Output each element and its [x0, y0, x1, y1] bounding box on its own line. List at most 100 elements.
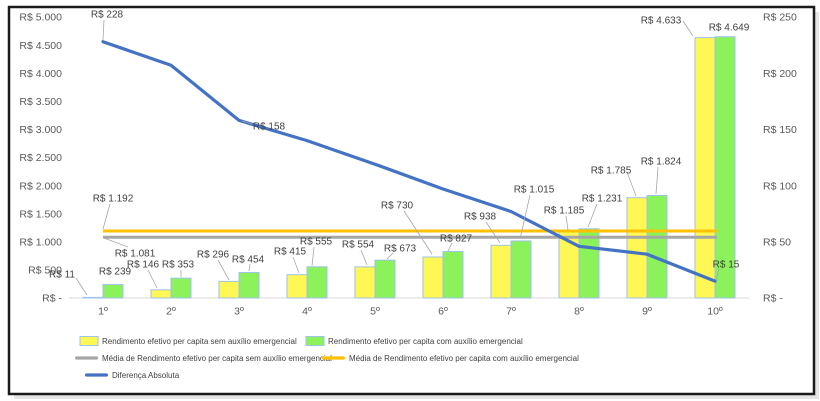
bar-com-auxilio	[510, 240, 532, 299]
label-leader-line	[587, 203, 598, 228]
y-axis-right-tick-label: R$ 150	[763, 124, 797, 136]
bar-data-label: R$ 239	[99, 267, 132, 278]
bar-data-label: R$ 730	[381, 201, 414, 212]
y-axis-left-tick-label: R$ 3.000	[19, 124, 62, 136]
label-leader-line	[447, 242, 453, 252]
label-leader-line	[519, 194, 531, 240]
y-axis-right-tick-label: R$ 200	[763, 68, 797, 80]
bar-com-auxilio	[374, 259, 396, 299]
label-leader-line	[715, 268, 720, 281]
x-axis-tick-label: 3º	[234, 306, 244, 318]
legend-label: Rendimento efetivo per capita com auxíli…	[328, 337, 523, 346]
bar-data-label: R$ 296	[197, 250, 230, 261]
bar-com-auxilio	[714, 36, 736, 299]
bar-com-auxilio	[306, 266, 328, 299]
label-leader-line	[103, 237, 129, 248]
label-leader-line	[147, 269, 158, 289]
label-leader-line	[248, 263, 251, 272]
label-leader-line	[655, 166, 659, 195]
bar-data-label: R$ 1.231	[582, 194, 623, 205]
y-axis-left-tick-label: R$ 1.500	[19, 208, 62, 220]
legend-marker-line	[85, 373, 108, 377]
label-leader-line	[241, 120, 253, 125]
y-axis-left-tick-label: R$ 4.000	[19, 68, 62, 80]
bar-sem-auxilio	[82, 296, 104, 299]
legend-label: Diferença Absoluta	[112, 371, 180, 380]
legend-marker-bar	[305, 336, 325, 346]
bar-com-auxilio	[238, 271, 260, 299]
bar-data-label: R$ 554	[342, 240, 375, 251]
label-leader-line	[565, 215, 569, 231]
x-axis-tick-label: 1º	[98, 306, 108, 318]
line-data-label: R$ 15	[713, 260, 740, 271]
x-axis-tick-label: 8º	[574, 306, 584, 318]
y-axis-right-tick-label: R$ 250	[763, 12, 797, 24]
bar-sem-auxilio	[490, 244, 512, 299]
y-axis-left-tick-label: R$ 500	[28, 265, 62, 277]
media-com-auxilio-label: R$ 1.192	[93, 194, 134, 205]
bar-data-label: R$ 1.785	[591, 166, 632, 177]
line-data-label: R$ 228	[91, 10, 124, 21]
bar-com-auxilio	[170, 277, 192, 299]
label-leader-line	[217, 259, 230, 281]
x-axis-tick-label: 7º	[506, 306, 516, 318]
x-axis-tick-label: 2º	[166, 306, 176, 318]
bar-com-auxilio	[646, 194, 668, 299]
legend-marker-line	[322, 356, 345, 360]
legend-label: Média de Rendimento efetivo per capita s…	[102, 354, 332, 363]
label-leader-line	[311, 246, 315, 267]
bar-sem-auxilio	[286, 274, 308, 299]
bar-data-label: R$ 415	[274, 247, 307, 258]
label-leader-line	[102, 19, 105, 41]
bar-data-label: R$ 454	[232, 255, 265, 266]
y-axis-left-tick-label: R$ 2.000	[19, 180, 62, 192]
bar-sem-auxilio	[422, 256, 444, 299]
y-axis-left-tick-label: R$ 5.000	[19, 12, 62, 24]
y-axis-left-tick-label: R$ -	[42, 293, 62, 305]
y-axis-right-tick-label: R$ -	[763, 293, 783, 305]
chart-border	[7, 5, 816, 396]
label-leader-line	[626, 171, 637, 197]
y-axis-left-tick-label: R$ 1.000	[19, 236, 62, 248]
bar-sem-auxilio	[626, 197, 648, 299]
legend-marker-bar	[79, 336, 99, 346]
x-axis-tick-label: 5º	[370, 306, 380, 318]
bar-com-auxilio	[442, 251, 464, 299]
label-leader-line	[75, 277, 88, 296]
media-sem-auxilio-label: R$ 1.081	[115, 249, 156, 260]
bar-data-label: R$ 1.824	[641, 157, 682, 168]
bar-data-label: R$ 146	[127, 260, 160, 271]
legend-marker-line	[75, 356, 98, 360]
label-leader-line	[292, 256, 300, 274]
label-leader-line	[386, 252, 394, 260]
bar-sem-auxilio	[218, 280, 240, 299]
bar-data-label: R$ 938	[464, 212, 497, 223]
x-axis-tick-label: 10º	[707, 306, 723, 318]
bar-data-label: R$ 827	[440, 234, 473, 245]
label-leader-line	[102, 203, 111, 230]
legend-label: Rendimento efetivo per capita sem auxíli…	[102, 337, 297, 346]
diferenca-absoluta-line	[101, 40, 717, 283]
x-axis-tick-label: 4º	[302, 306, 312, 318]
y-axis-left-tick-label: R$ 2.500	[19, 152, 62, 164]
bar-data-label: R$ 673	[384, 244, 417, 255]
bar-data-label: R$ 1.185	[544, 206, 585, 217]
bar-data-label: R$ 11	[49, 270, 75, 281]
label-leader-line	[360, 249, 368, 266]
legend-label: Média de Rendimento efetivo per capita c…	[349, 354, 579, 363]
bar-sem-auxilio	[150, 289, 172, 299]
label-leader-line	[485, 221, 501, 244]
bar-data-label: R$ 4.649	[709, 23, 750, 34]
bar-sem-auxilio	[354, 266, 376, 299]
line-data-label: R$ 158	[253, 122, 286, 133]
label-leader-line	[403, 210, 433, 255]
y-axis-right-tick-label: R$ 50	[763, 236, 791, 248]
bar-com-auxilio	[578, 228, 600, 299]
bar-data-label: R$ 1.015	[514, 185, 555, 196]
y-axis-right-tick-label: R$ 100	[763, 180, 797, 192]
bar-data-label: R$ 353	[162, 260, 195, 271]
bar-data-label: R$ 4.633	[641, 16, 682, 27]
bar-data-label: R$ 555	[300, 237, 333, 248]
